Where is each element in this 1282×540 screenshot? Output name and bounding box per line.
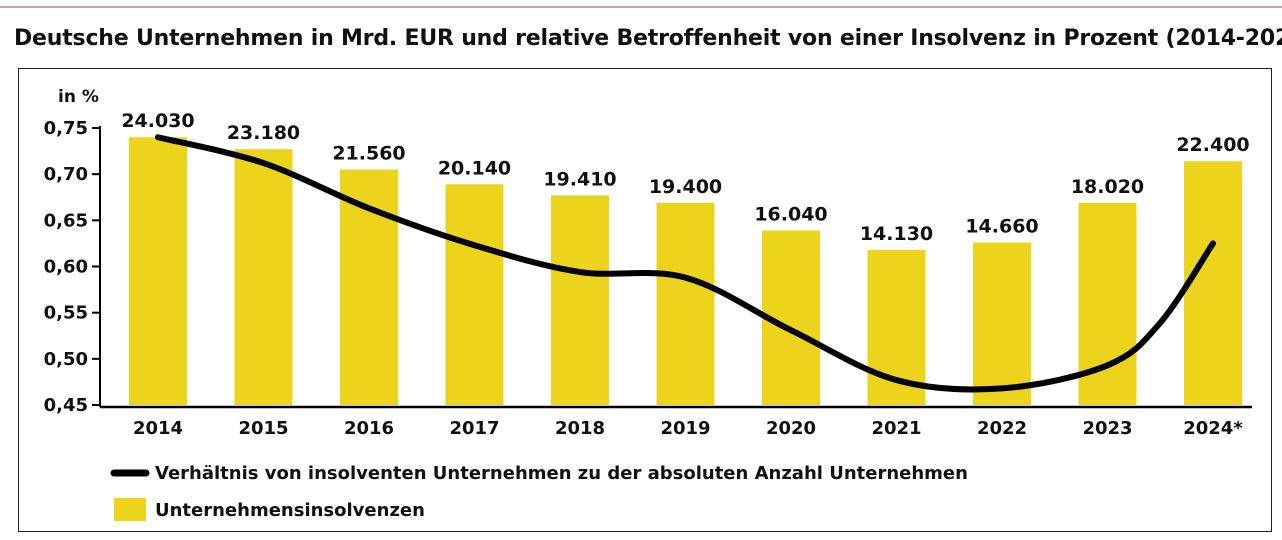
bar-value-label: 19.400 — [649, 176, 722, 198]
y-tick-label: 0,55 — [44, 303, 88, 324]
legend-group: Verhältnis von insolventen Unternehmen z… — [110, 463, 968, 521]
bar-2016 — [340, 169, 398, 405]
bar-value-label: 16.040 — [754, 203, 827, 225]
bar-2022 — [973, 242, 1031, 405]
x-tick-label: 2021 — [871, 418, 921, 439]
bar-2018 — [551, 195, 609, 405]
chart-title: Deutsche Unternehmen in Mrd. EUR und rel… — [14, 26, 1282, 51]
x-tick-label: 2018 — [555, 418, 605, 439]
legend-bar-swatch — [114, 498, 146, 521]
y-ticks-group: 0,75 0,70 0,65 0,60 0,55 0,50 0,45 — [44, 118, 100, 416]
bar-labels-group: 24.030 23.180 21.560 20.140 19.410 19.400 16.0… — [121, 110, 1249, 245]
y-axis-unit-label: in % — [58, 87, 99, 107]
bar-value-label: 24.030 — [121, 110, 194, 132]
legend-bar-label: Unternehmensinsolvenzen — [155, 500, 425, 521]
bar-value-label: 14.130 — [860, 223, 933, 245]
x-ticks-group: 2014 2015 2016 2017 2018 2019 2020 2021 2022 2023… — [133, 418, 1243, 439]
x-tick-label: 2014 — [133, 418, 183, 439]
x-tick-label: 2020 — [766, 418, 816, 439]
y-tick-label: 0,65 — [44, 210, 88, 231]
bar-value-label: 21.560 — [332, 143, 405, 165]
x-tick-label: 2022 — [977, 418, 1027, 439]
bar-value-label: 19.410 — [543, 168, 616, 190]
x-tick-label: 2017 — [449, 418, 499, 439]
line-group — [155, 134, 1216, 393]
legend-line-label: Verhältnis von insolventen Unternehmen z… — [155, 463, 968, 484]
bar-2015 — [234, 149, 293, 405]
y-tick-label: 0,60 — [44, 257, 88, 278]
x-tick-label: 2023 — [1082, 418, 1132, 439]
ratio-line — [155, 134, 1216, 393]
bar-value-label: 14.660 — [965, 215, 1038, 237]
chart-frame — [18, 68, 1272, 532]
bar-2014 — [129, 137, 187, 405]
top-rule — [0, 6, 1282, 8]
x-tick-label: 2016 — [344, 418, 394, 439]
bar-value-label: 23.180 — [227, 122, 300, 144]
bar-value-label: 22.400 — [1176, 134, 1249, 156]
bar-value-label: 18.020 — [1071, 176, 1144, 198]
x-tick-label: 2019 — [660, 418, 710, 439]
x-tick-label: 2024* — [1183, 418, 1243, 439]
bar-2017 — [445, 184, 504, 405]
y-tick-label: 0,70 — [44, 164, 88, 185]
bars-group — [129, 137, 1242, 405]
y-tick-label: 0,45 — [44, 395, 88, 416]
x-tick-label: 2015 — [238, 418, 288, 439]
bar-2024* — [1184, 161, 1242, 405]
y-tick-label: 0,50 — [44, 349, 88, 370]
y-tick-label: 0,75 — [44, 118, 88, 139]
bar-2019 — [656, 202, 715, 405]
bar-value-label: 20.140 — [438, 157, 511, 179]
